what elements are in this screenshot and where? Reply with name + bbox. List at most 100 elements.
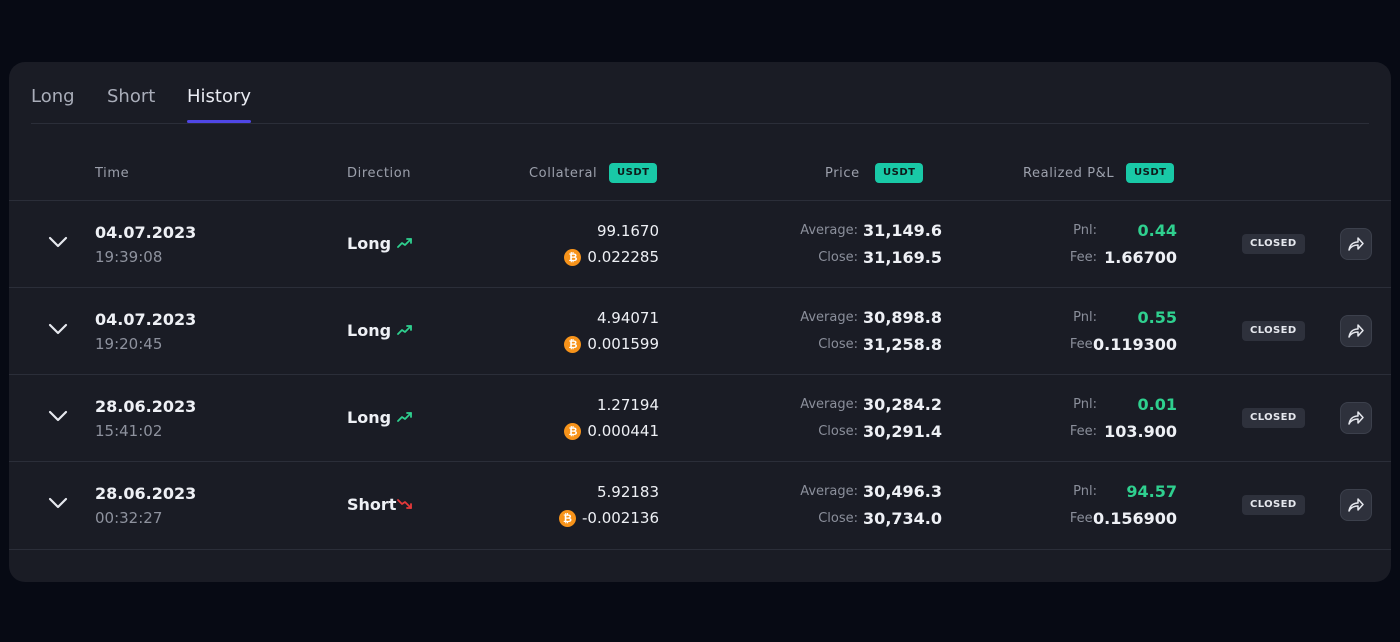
- tab-bar: Long Short History: [9, 62, 1391, 124]
- bitcoin-icon: ₿: [559, 509, 576, 527]
- btc-amount: -0.002136: [582, 509, 659, 527]
- bitcoin-icon: ₿: [564, 335, 582, 353]
- collateral-btc: ₿ -0.002136: [559, 509, 659, 527]
- row-time: 00:32:27: [95, 509, 163, 527]
- row-direction: Long: [347, 408, 392, 427]
- chevron-down-icon[interactable]: [47, 496, 69, 510]
- row-direction: Short: [347, 495, 397, 514]
- pnl-value: 0.55: [1137, 308, 1177, 327]
- trend-up-icon: [397, 238, 412, 248]
- status-badge: CLOSED: [1242, 234, 1305, 254]
- close-label: Close:: [818, 337, 858, 352]
- share-icon: [1348, 324, 1364, 338]
- pnl-value: 94.57: [1126, 482, 1177, 501]
- fee-value: 103.900: [1104, 422, 1177, 441]
- trend-up-icon: [397, 412, 412, 422]
- fee-value: 0.119300: [1092, 335, 1177, 354]
- close-price: 30,734.0: [863, 509, 942, 528]
- share-icon: [1348, 411, 1364, 425]
- row-date: 28.06.2023: [95, 484, 197, 503]
- pnl-label: Pnl:: [1073, 484, 1097, 499]
- average-label: Average:: [800, 484, 858, 499]
- tab-divider: [31, 123, 1369, 124]
- table-row: 04.07.2023 19:39:08 Long 99.1670 ₿ 0.0222…: [9, 200, 1391, 288]
- row-date: 04.07.2023: [95, 310, 197, 329]
- pnl-value: 0.01: [1137, 395, 1177, 414]
- average-label: Average:: [800, 223, 858, 238]
- table-row: 28.06.2023 15:41:02 Long 1.27194 ₿ 0.0004…: [9, 374, 1391, 462]
- fee-label: Fee:: [1069, 511, 1097, 526]
- chevron-down-icon[interactable]: [47, 409, 69, 423]
- pnl-label: Pnl:: [1073, 223, 1097, 238]
- pnl-label: Pnl:: [1073, 397, 1097, 412]
- btc-amount: 0.001599: [587, 335, 659, 353]
- tab-long[interactable]: Long: [31, 86, 75, 107]
- close-price: 30,291.4: [863, 422, 942, 441]
- btc-amount: 0.022285: [587, 248, 659, 266]
- share-button[interactable]: [1340, 489, 1372, 521]
- header-time: Time: [95, 166, 130, 181]
- average-price: 30,496.3: [863, 482, 942, 501]
- status-badge: CLOSED: [1242, 408, 1305, 428]
- row-time: 15:41:02: [95, 422, 163, 440]
- row-direction: Long: [347, 321, 392, 340]
- share-button[interactable]: [1340, 228, 1372, 260]
- row-date: 04.07.2023: [95, 223, 197, 242]
- row-time: 19:20:45: [95, 335, 163, 353]
- average-price: 30,284.2: [863, 395, 942, 414]
- close-price: 31,169.5: [863, 248, 942, 267]
- header-direction: Direction: [347, 166, 412, 181]
- row-direction: Long: [347, 234, 392, 253]
- trend-down-icon: [397, 499, 412, 509]
- bitcoin-icon: ₿: [564, 422, 582, 440]
- pnl-currency-badge: USDT: [1126, 163, 1175, 183]
- collateral-amount: 99.1670: [596, 222, 659, 240]
- trend-up-icon: [397, 325, 412, 335]
- share-icon: [1348, 498, 1364, 512]
- table-row: 04.07.2023 19:20:45 Long 4.94071 ₿ 0.0015…: [9, 287, 1391, 375]
- status-badge: CLOSED: [1242, 321, 1305, 341]
- chevron-down-icon[interactable]: [47, 235, 69, 249]
- table-header: Time Direction Collateral USDT Price USD…: [9, 162, 1391, 186]
- bitcoin-icon: ₿: [564, 248, 582, 266]
- average-label: Average:: [800, 397, 858, 412]
- active-tab-indicator: [187, 120, 251, 123]
- pnl-value: 0.44: [1137, 221, 1177, 240]
- share-button[interactable]: [1340, 402, 1372, 434]
- share-button[interactable]: [1340, 315, 1372, 347]
- tab-history[interactable]: History: [187, 86, 252, 107]
- collateral-btc: ₿ 0.000441: [564, 422, 659, 440]
- collateral-btc: ₿ 0.022285: [564, 248, 659, 266]
- btc-amount: 0.000441: [587, 422, 659, 440]
- status-badge: CLOSED: [1242, 495, 1305, 515]
- close-price: 31,258.8: [863, 335, 942, 354]
- table-bottom-divider: [9, 549, 1391, 550]
- tab-short[interactable]: Short: [107, 86, 156, 107]
- fee-label: Fee:: [1069, 250, 1097, 265]
- fee-label: Fee:: [1069, 337, 1097, 352]
- header-collateral: Collateral: [529, 166, 598, 181]
- collateral-amount: 4.94071: [596, 309, 659, 327]
- close-label: Close:: [818, 424, 858, 439]
- pnl-label: Pnl:: [1073, 310, 1097, 325]
- table-row: 28.06.2023 00:32:27 Short 5.92183 ₿ -0.00…: [9, 461, 1391, 549]
- fee-value: 0.156900: [1092, 509, 1177, 528]
- fee-label: Fee:: [1069, 424, 1097, 439]
- row-date: 28.06.2023: [95, 397, 197, 416]
- close-label: Close:: [818, 511, 858, 526]
- row-time: 19:39:08: [95, 248, 163, 266]
- header-realized-pnl: Realized P&L: [1023, 166, 1115, 181]
- average-label: Average:: [800, 310, 858, 325]
- chevron-down-icon[interactable]: [47, 322, 69, 336]
- price-currency-badge: USDT: [875, 163, 924, 183]
- collateral-amount: 5.92183: [596, 483, 659, 501]
- fee-value: 1.66700: [1104, 248, 1177, 267]
- average-price: 30,898.8: [863, 308, 942, 327]
- positions-panel: Long Short History Time Direction Collat…: [9, 62, 1391, 582]
- collateral-amount: 1.27194: [596, 396, 659, 414]
- share-icon: [1348, 237, 1364, 251]
- average-price: 31,149.6: [863, 221, 942, 240]
- close-label: Close:: [818, 250, 858, 265]
- collateral-btc: ₿ 0.001599: [564, 335, 659, 353]
- header-price: Price: [825, 166, 860, 181]
